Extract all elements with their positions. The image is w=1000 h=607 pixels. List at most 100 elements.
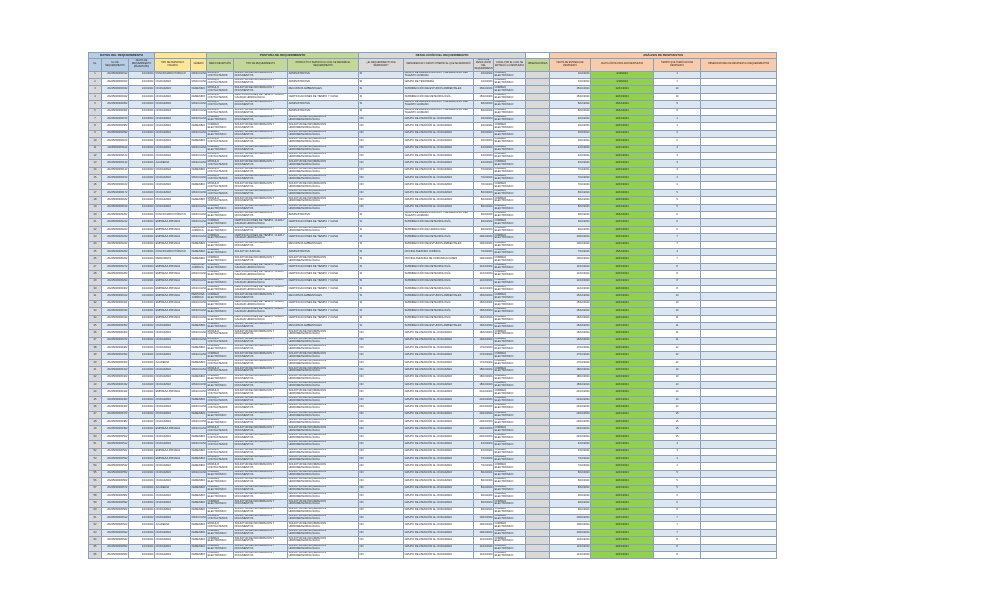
cell-product[interactable]: SOLICITUD DE INFORMACIÓN HIDROMETEOROLÓG…	[287, 484, 360, 493]
cell-response-channel[interactable]: CORREO ELECTRÓNICO	[493, 454, 527, 464]
cell-gender[interactable]: PERSONA JURÍDICA	[190, 225, 208, 235]
cell-response-time[interactable]: 13	[653, 381, 702, 390]
cell-delivery-date[interactable]: 9/10/2024	[549, 506, 592, 516]
cell-user-type[interactable]: FUNCIONARIO PÚBLICO	[154, 211, 192, 220]
cell-req-number[interactable]: 20245000000652	[101, 543, 129, 553]
cell-response-time[interactable]: 15	[653, 417, 702, 427]
cell-reception-channel[interactable]: MÓDULO CONTÁCTENOS	[206, 521, 235, 530]
cell-deadline[interactable]: 22/10/2024	[590, 403, 655, 412]
cell-response-time[interactable]: 8	[653, 543, 702, 553]
cell-gender[interactable]: FEMENINO	[190, 506, 208, 516]
cell-gender[interactable]: FEMENINO	[190, 344, 208, 353]
table-row[interactable]: 21 20245000000212 1/10/2024 EMPRESA PRIVADA…	[88, 218, 778, 227]
cell-delivery-date[interactable]: 4/10/2024	[549, 440, 592, 449]
cell-response-channel[interactable]: CORREO ELECTRÓNICO	[493, 203, 527, 213]
table-row[interactable]: 6 20245000000062 1/10/2024 CIUDADANO MASCULI…	[88, 107, 778, 116]
cell-redirected[interactable]: SI	[358, 277, 405, 286]
cell-response-channel[interactable]: CORREO ELECTRÓNICO	[493, 255, 527, 264]
cell-user-type[interactable]: CIUDADANO	[154, 477, 192, 486]
cell-dependency[interactable]: GRUPO DE ATENCIÓN AL CIUDADANO	[403, 432, 475, 442]
cell-deadline[interactable]: 22/10/2024	[590, 255, 655, 264]
cell-response-observations[interactable]	[700, 225, 778, 235]
cell-req-type[interactable]: CERTIFICACIONES DE TIEMPO, CLIMA Y CALID…	[233, 262, 289, 272]
cell-response-observations[interactable]	[700, 255, 778, 264]
cell-deadline[interactable]: 22/10/2024	[590, 196, 655, 205]
cell-req-date[interactable]: 1/10/2024	[127, 484, 156, 493]
cell-observations[interactable]	[525, 373, 551, 383]
cell-response-time[interactable]: 10	[653, 292, 702, 301]
cell-user-type[interactable]: CIUDADANO	[154, 107, 192, 116]
cell-req-date[interactable]: 1/10/2024	[127, 218, 156, 227]
table-row[interactable]: 23 20245000000232 1/10/2024 EMPRESA PRIVADA…	[88, 233, 778, 242]
cell-redirected[interactable]: NO	[358, 536, 405, 545]
cell-observations[interactable]	[525, 344, 551, 353]
cell-no[interactable]: 66	[88, 550, 102, 560]
cell-observations[interactable]	[525, 77, 551, 87]
cell-req-type[interactable]: SOLICITUD DE INFORMACIÓN Y DOCUMENTOS	[233, 351, 289, 360]
cell-deadline[interactable]: 22/10/2024	[590, 358, 655, 368]
cell-resolution-date[interactable]: 11/10/2024	[473, 277, 495, 286]
cell-req-number[interactable]: 20245000000032	[101, 85, 129, 94]
cell-dependency[interactable]: SUBDIRECCIÓN DE ESTUDIOS AMBIENTALES	[403, 292, 475, 301]
cell-req-type[interactable]: SOLICITUD DE INFORMACIÓN Y DOCUMENTOS	[233, 203, 289, 213]
cell-product[interactable]: SOLICITUD DE INFORMACIÓN HIDROMETEOROLÓG…	[287, 373, 360, 383]
cell-resolution-date[interactable]: 7/10/2024	[473, 462, 495, 471]
cell-response-observations[interactable]	[700, 247, 778, 257]
cell-dependency[interactable]: SUBDIRECCIÓN DE METEOROLOGÍA	[403, 284, 475, 294]
cell-gender[interactable]: FEMENINO	[190, 122, 208, 131]
cell-reception-channel[interactable]: CORREO ELECTRÓNICO	[206, 122, 235, 131]
cell-redirected[interactable]: NO	[358, 403, 405, 412]
cell-product[interactable]: ADMINISTRATIVA	[287, 100, 360, 109]
cell-response-channel[interactable]: CORREO ELECTRÓNICO	[493, 262, 527, 272]
cell-observations[interactable]	[525, 92, 551, 102]
cell-delivery-date[interactable]: 15/10/2024	[549, 307, 592, 316]
cell-gender[interactable]: MASCULINO	[190, 307, 208, 316]
cell-resolution-date[interactable]: 22/10/2024	[473, 425, 495, 434]
cell-observations[interactable]	[525, 447, 551, 456]
cell-reception-channel[interactable]: MÓDULO CONTÁCTENOS	[206, 70, 235, 80]
cell-req-number[interactable]: 20245000000582	[101, 491, 129, 501]
cell-req-type[interactable]: SOLICITUD DE INFORMACIÓN Y DOCUMENTOS	[233, 100, 289, 109]
cell-req-number[interactable]: 20245000000222	[101, 225, 129, 235]
cell-redirected[interactable]: NO	[358, 550, 405, 560]
cell-response-time[interactable]: 4	[653, 247, 702, 257]
cell-reception-channel[interactable]: MÓDULO CONTÁCTENOS	[206, 514, 235, 523]
cell-req-type[interactable]: SOLICITUD DE INFORMACIÓN Y DOCUMENTOS	[233, 462, 289, 471]
cell-redirected[interactable]: SI	[358, 107, 405, 116]
cell-user-type[interactable]: CIUDADANO	[154, 506, 192, 516]
cell-dependency[interactable]: SUBDIRECCIÓN DE ESTUDIOS AMBIENTALES	[403, 321, 475, 331]
cell-reception-channel[interactable]: CORREO ELECTRÓNICO	[206, 314, 235, 323]
cell-redirected[interactable]: NO	[358, 129, 405, 139]
cell-dependency[interactable]: GRUPO DE ATENCIÓN AL CIUDADANO	[403, 521, 475, 530]
cell-no[interactable]: 33	[88, 307, 102, 316]
cell-resolution-date[interactable]: 10/10/2024	[473, 233, 495, 242]
cell-redirected[interactable]: SI	[358, 262, 405, 272]
cell-observations[interactable]	[525, 218, 551, 227]
table-row[interactable]: 35 20245000000352 1/10/2024 CIUDADANO FEMENI…	[88, 321, 778, 331]
cell-deadline[interactable]: 22/10/2024	[590, 181, 655, 190]
cell-response-channel[interactable]: CORREO ELECTRÓNICO	[493, 270, 527, 279]
cell-response-observations[interactable]	[700, 321, 778, 331]
cell-user-type[interactable]: ACADEMIA	[154, 358, 192, 368]
cell-dependency[interactable]: GRUPO DE ATENCIÓN AL CIUDADANO	[403, 417, 475, 427]
cell-gender[interactable]: MASCULINO	[190, 144, 208, 153]
cell-req-number[interactable]: 20245000000392	[101, 351, 129, 360]
cell-product[interactable]: SOLICITUD DE INFORMACIÓN HIDROMETEOROLÓG…	[287, 366, 360, 375]
cell-reception-channel[interactable]: CORREO ELECTRÓNICO	[206, 321, 235, 331]
cell-req-number[interactable]: 20245000000282	[101, 270, 129, 279]
cell-req-date[interactable]: 1/10/2024	[127, 351, 156, 360]
table-row[interactable]: 3 20245000000032 1/10/2024 CIUDADANO FEMENIN…	[88, 85, 778, 94]
cell-delivery-date[interactable]: 21/10/2024	[549, 395, 592, 405]
cell-req-number[interactable]: 20245000000122	[101, 151, 129, 161]
table-row[interactable]: 64 20245000000642 1/10/2024 CIUDADANO FEMENI…	[88, 536, 778, 545]
cell-req-number[interactable]: 20245000000062	[101, 107, 129, 116]
cell-reception-channel[interactable]: CORREO ELECTRÓNICO	[206, 299, 235, 309]
cell-req-type[interactable]: SOLICITUD DE INFORMACIÓN Y DOCUMENTOS	[233, 225, 289, 235]
cell-redirected[interactable]: SI	[358, 307, 405, 316]
cell-response-time[interactable]: 5	[653, 188, 702, 198]
cell-product[interactable]: SOLICITUD DE INFORMACIÓN HIDROMETEOROLÓG…	[287, 543, 360, 553]
cell-product[interactable]: CERTIFICACIONES DE TIEMPO Y CLIMA	[287, 277, 360, 286]
cell-user-type[interactable]: FUNCIONARIO PÚBLICO	[154, 70, 192, 80]
cell-resolution-date[interactable]: 17/10/2024	[473, 344, 495, 353]
cell-reception-channel[interactable]: CORREO ELECTRÓNICO	[206, 292, 235, 301]
